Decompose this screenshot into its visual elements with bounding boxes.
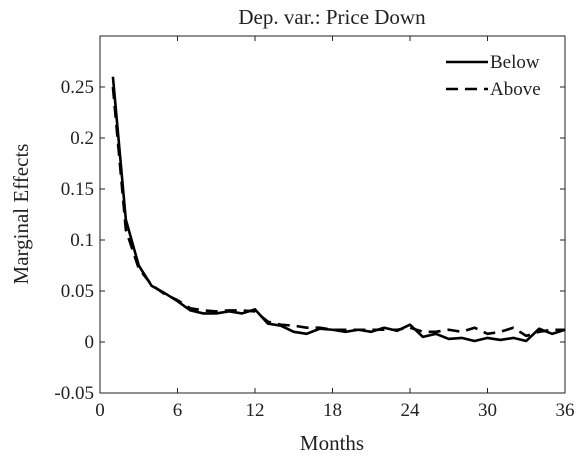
x-tick-label: 12 (246, 400, 265, 421)
data-line (111, 86, 565, 338)
x-tick-label: 36 (556, 400, 575, 421)
y-tick-label: 0.05 (61, 281, 94, 302)
x-axis-label: Months (300, 431, 364, 455)
y-tick-label: 0.25 (61, 77, 94, 98)
y-tick-label: -0.05 (54, 383, 94, 404)
legend-label: Above (490, 79, 541, 100)
x-tick-label: 24 (401, 400, 421, 421)
x-tick-label: 30 (478, 400, 497, 421)
chart-title: Dep. var.: Price Down (238, 5, 426, 29)
legend-label: Below (490, 52, 540, 73)
x-tick-label: 18 (323, 400, 342, 421)
y-tick-label: 0.2 (70, 128, 94, 149)
x-tick-label: 6 (173, 400, 183, 421)
x-tick-label: 0 (95, 400, 105, 421)
y-axis-label: Marginal Effects (9, 144, 33, 285)
y-tick-label: 0 (85, 332, 95, 353)
y-tick-label: 0.15 (61, 179, 94, 200)
y-tick-label: 0.1 (70, 230, 94, 251)
